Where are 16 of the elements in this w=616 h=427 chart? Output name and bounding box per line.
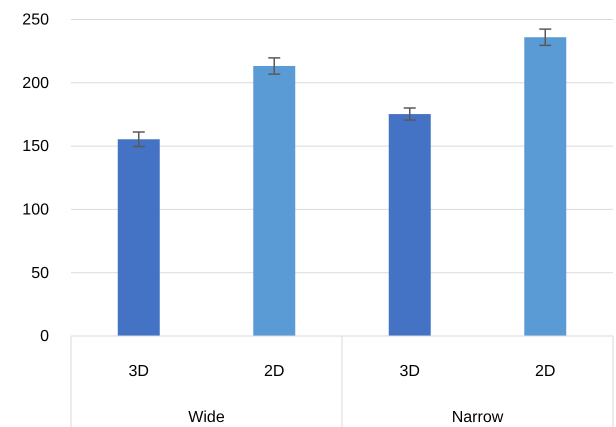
text: Narrow (452, 409, 504, 426)
y-tick-label: 250 (22, 12, 50, 29)
bar (118, 139, 160, 336)
x-tick-label: 3D (400, 363, 420, 380)
text: Wide (188, 409, 225, 426)
y-tick-label: 0 (40, 328, 50, 346)
y-tick-label: 150 (22, 138, 50, 156)
x-tick-label: 2D (264, 363, 284, 380)
y-tick-label: 100 (22, 202, 50, 219)
bar (524, 37, 566, 336)
x-tick-label: 3D (128, 363, 149, 380)
bar (253, 66, 296, 336)
bar (388, 114, 431, 336)
y-tick-label: 50 (31, 264, 50, 282)
y-tick-label: 200 (22, 74, 50, 92)
x-tick-label: 2D (535, 363, 556, 380)
